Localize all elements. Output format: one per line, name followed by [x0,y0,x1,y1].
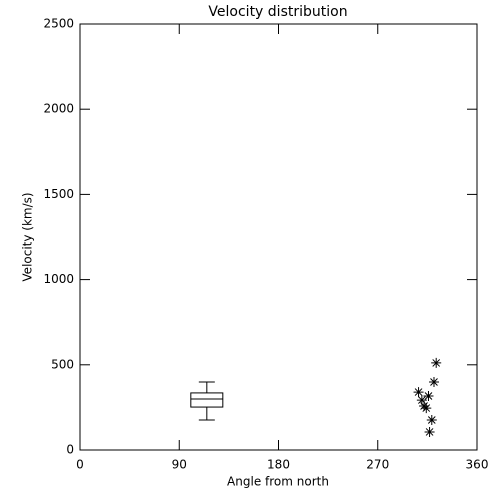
x-tick-label: 0 [76,458,84,472]
box [190,392,224,408]
point [431,357,442,368]
point [413,387,424,398]
point [428,377,439,388]
y-tick-label: 1500 [43,187,74,201]
x-tick-label: 270 [366,458,389,472]
point [416,395,427,406]
point [421,403,432,414]
x-tick-label: 90 [172,458,187,472]
y-tick-label: 2500 [43,17,74,31]
y-tick-label: 0 [66,443,74,457]
x-tick-label: 180 [267,458,290,472]
y-tick-label: 2000 [43,102,74,116]
point [426,415,437,426]
y-axis-label: Velocity (km/s) [21,192,35,281]
plot-frame [79,23,478,451]
x-axis-label: Angle from north [227,475,329,489]
chart-title: Velocity distribution [208,4,347,20]
x-tick-label: 360 [466,458,489,472]
y-tick-label: 1000 [43,272,74,286]
point [424,426,435,437]
y-tick-label: 500 [51,357,74,371]
point [423,390,434,401]
